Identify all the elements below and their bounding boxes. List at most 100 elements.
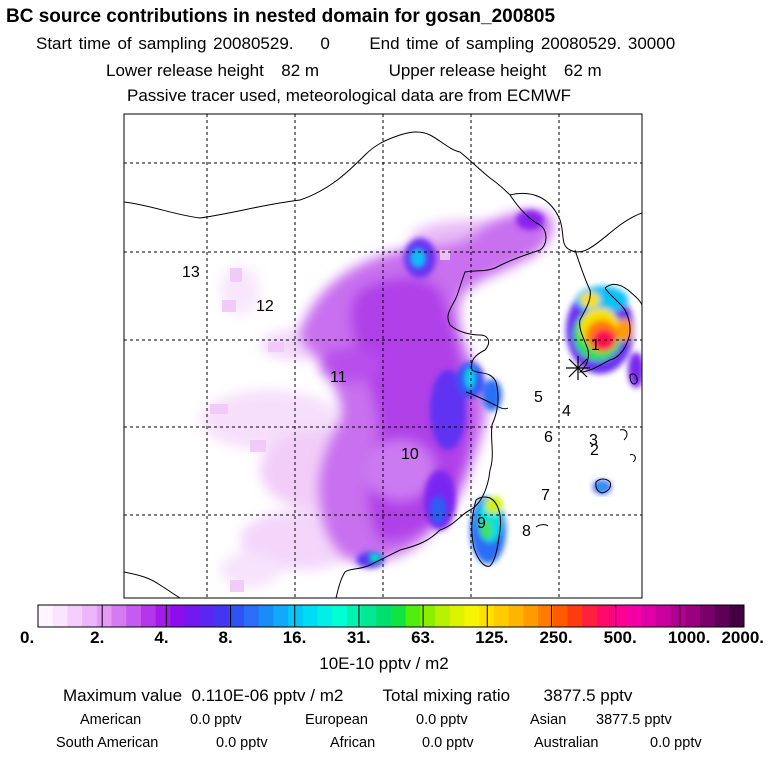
colorbar-cell [140,605,157,627]
plot-title: BC source contributions in nested domain… [6,6,556,27]
region-label-5: 5 [534,389,543,406]
release-height-line: Lower release height 82 m Upper release … [106,61,602,81]
lower-height-label: Lower release height [106,61,264,80]
upper-height-value: 62 m [563,61,602,80]
colorbar-cell [582,605,598,627]
upper-height-label: Upper release height [388,61,547,80]
colorbar-cell [626,605,642,627]
colorbar-cell [229,605,245,627]
sampling-time-line: Start time of sampling 20080529. 0 End t… [36,34,675,54]
colorbar-tick-label: 4. [154,628,169,647]
colorbar-tick-label: 0. [20,628,35,647]
region-label-6: 6 [544,429,553,446]
colorbar-cell [508,605,524,627]
region-label-2: 2 [590,442,599,459]
colorbar-cell [96,605,113,627]
colorbar-cell [405,605,421,627]
region-label-7: 7 [541,487,550,504]
colorbar-tick-label: 250. [539,628,573,647]
colorbar-tick-label: 2000. [721,628,764,647]
region-labels: 1 2 3 4 5 6 7 8 9 10 11 12 13 [182,264,600,540]
colorbar-cell [435,605,451,627]
colorbar-cell [214,605,230,627]
colorbar-cell [729,605,745,627]
colorbar [37,604,745,628]
colorbar-cell [538,605,554,627]
colorbar-cell [464,605,480,627]
colorbar-cell [611,605,627,627]
region-value-australian: 0.0 pptv [650,735,702,751]
colorbar-cell [243,605,260,627]
region-value-african: 0.0 pptv [422,735,474,751]
colorbar-cell [288,605,304,627]
colorbar-cell [302,605,318,627]
colorbar-cell [685,605,701,627]
colorbar-tick-label: 2. [90,628,105,647]
colorbar-cell [67,605,83,627]
colorbar-cell [376,605,392,627]
total-mixing-label: Total mixing ratio [382,686,511,705]
region-value-south-american: 0.0 pptv [216,735,268,751]
region-label-1: 1 [591,337,600,354]
colorbar-cell [111,605,127,627]
colorbar-frame [37,604,745,628]
map-frame [123,113,643,599]
region-label-13: 13 [182,264,200,281]
colorbar-cell [346,605,363,627]
colorbar-cell [332,605,348,627]
colorbar-cell [552,605,568,627]
colorbar-cell [714,605,730,627]
colorbar-cell [596,605,613,627]
region-value-european: 0.0 pptv [416,712,468,728]
colorbar-cell [199,605,215,627]
colorbar-cell [523,605,539,627]
colorbar-cell [641,605,657,627]
colorbar-cell [258,605,274,627]
colorbar-cell [82,605,98,627]
start-time-value: 20080529. 0 [213,34,330,53]
region-value-american: 0.0 pptv [190,712,242,728]
colorbar-cell [670,605,686,627]
colorbar-cell [126,605,142,627]
map-gridlines [124,114,642,598]
colorbar-tick-label: 31. [346,628,371,647]
colorbar-tick-label: 16. [282,628,307,647]
region-name-african: African [330,735,376,751]
colorbar-cell [170,605,186,627]
region-label-12: 12 [256,298,274,315]
plume-field [200,210,642,592]
region-name-australian: Australian [534,735,599,751]
total-mixing-value: 3877.5 pptv [543,686,633,705]
region-name-asian: Asian [530,712,567,728]
colorbar-cell [449,605,466,627]
coastline-lines [124,131,642,598]
region-label-4: 4 [562,403,571,420]
region-name-american: American [80,712,142,728]
star-icon [566,356,590,380]
lower-height-value: 82 m [281,61,320,80]
colorbar-cell [38,605,54,627]
colorbar-tick-label: 63. [411,628,435,647]
max-value-label: Maximum value [63,686,183,705]
region-name-european: European [305,712,368,728]
colorbar-cell [699,605,716,627]
start-time-label: Start time of sampling [36,34,207,53]
region-name-south-american: South American [56,735,159,751]
max-value: 0.110E-06 pptv / m2 [191,686,344,705]
region-label-3: 3 [589,432,598,449]
colorbar-tick-label: 125. [475,628,509,647]
colorbar-tick-label: 500. [603,628,637,647]
colorbar-cell [317,605,333,627]
region-label-8: 8 [522,523,531,540]
end-time-value: 20080529. 30000 [540,34,676,53]
colorbar-cell [185,605,201,627]
colorbar-cell [493,605,510,627]
end-time-label: End time of sampling [369,34,535,53]
colorbar-tick-label: 8. [218,628,233,647]
tracer-note: Passive tracer used, meteorological data… [127,86,572,105]
colorbar-cell [391,605,407,627]
colorbar-unit: 10E-10 pptv / m2 [319,654,449,673]
summary-line: Maximum value 0.110E-06 pptv / m2 Total … [63,686,632,706]
region-label-10: 10 [401,446,419,463]
